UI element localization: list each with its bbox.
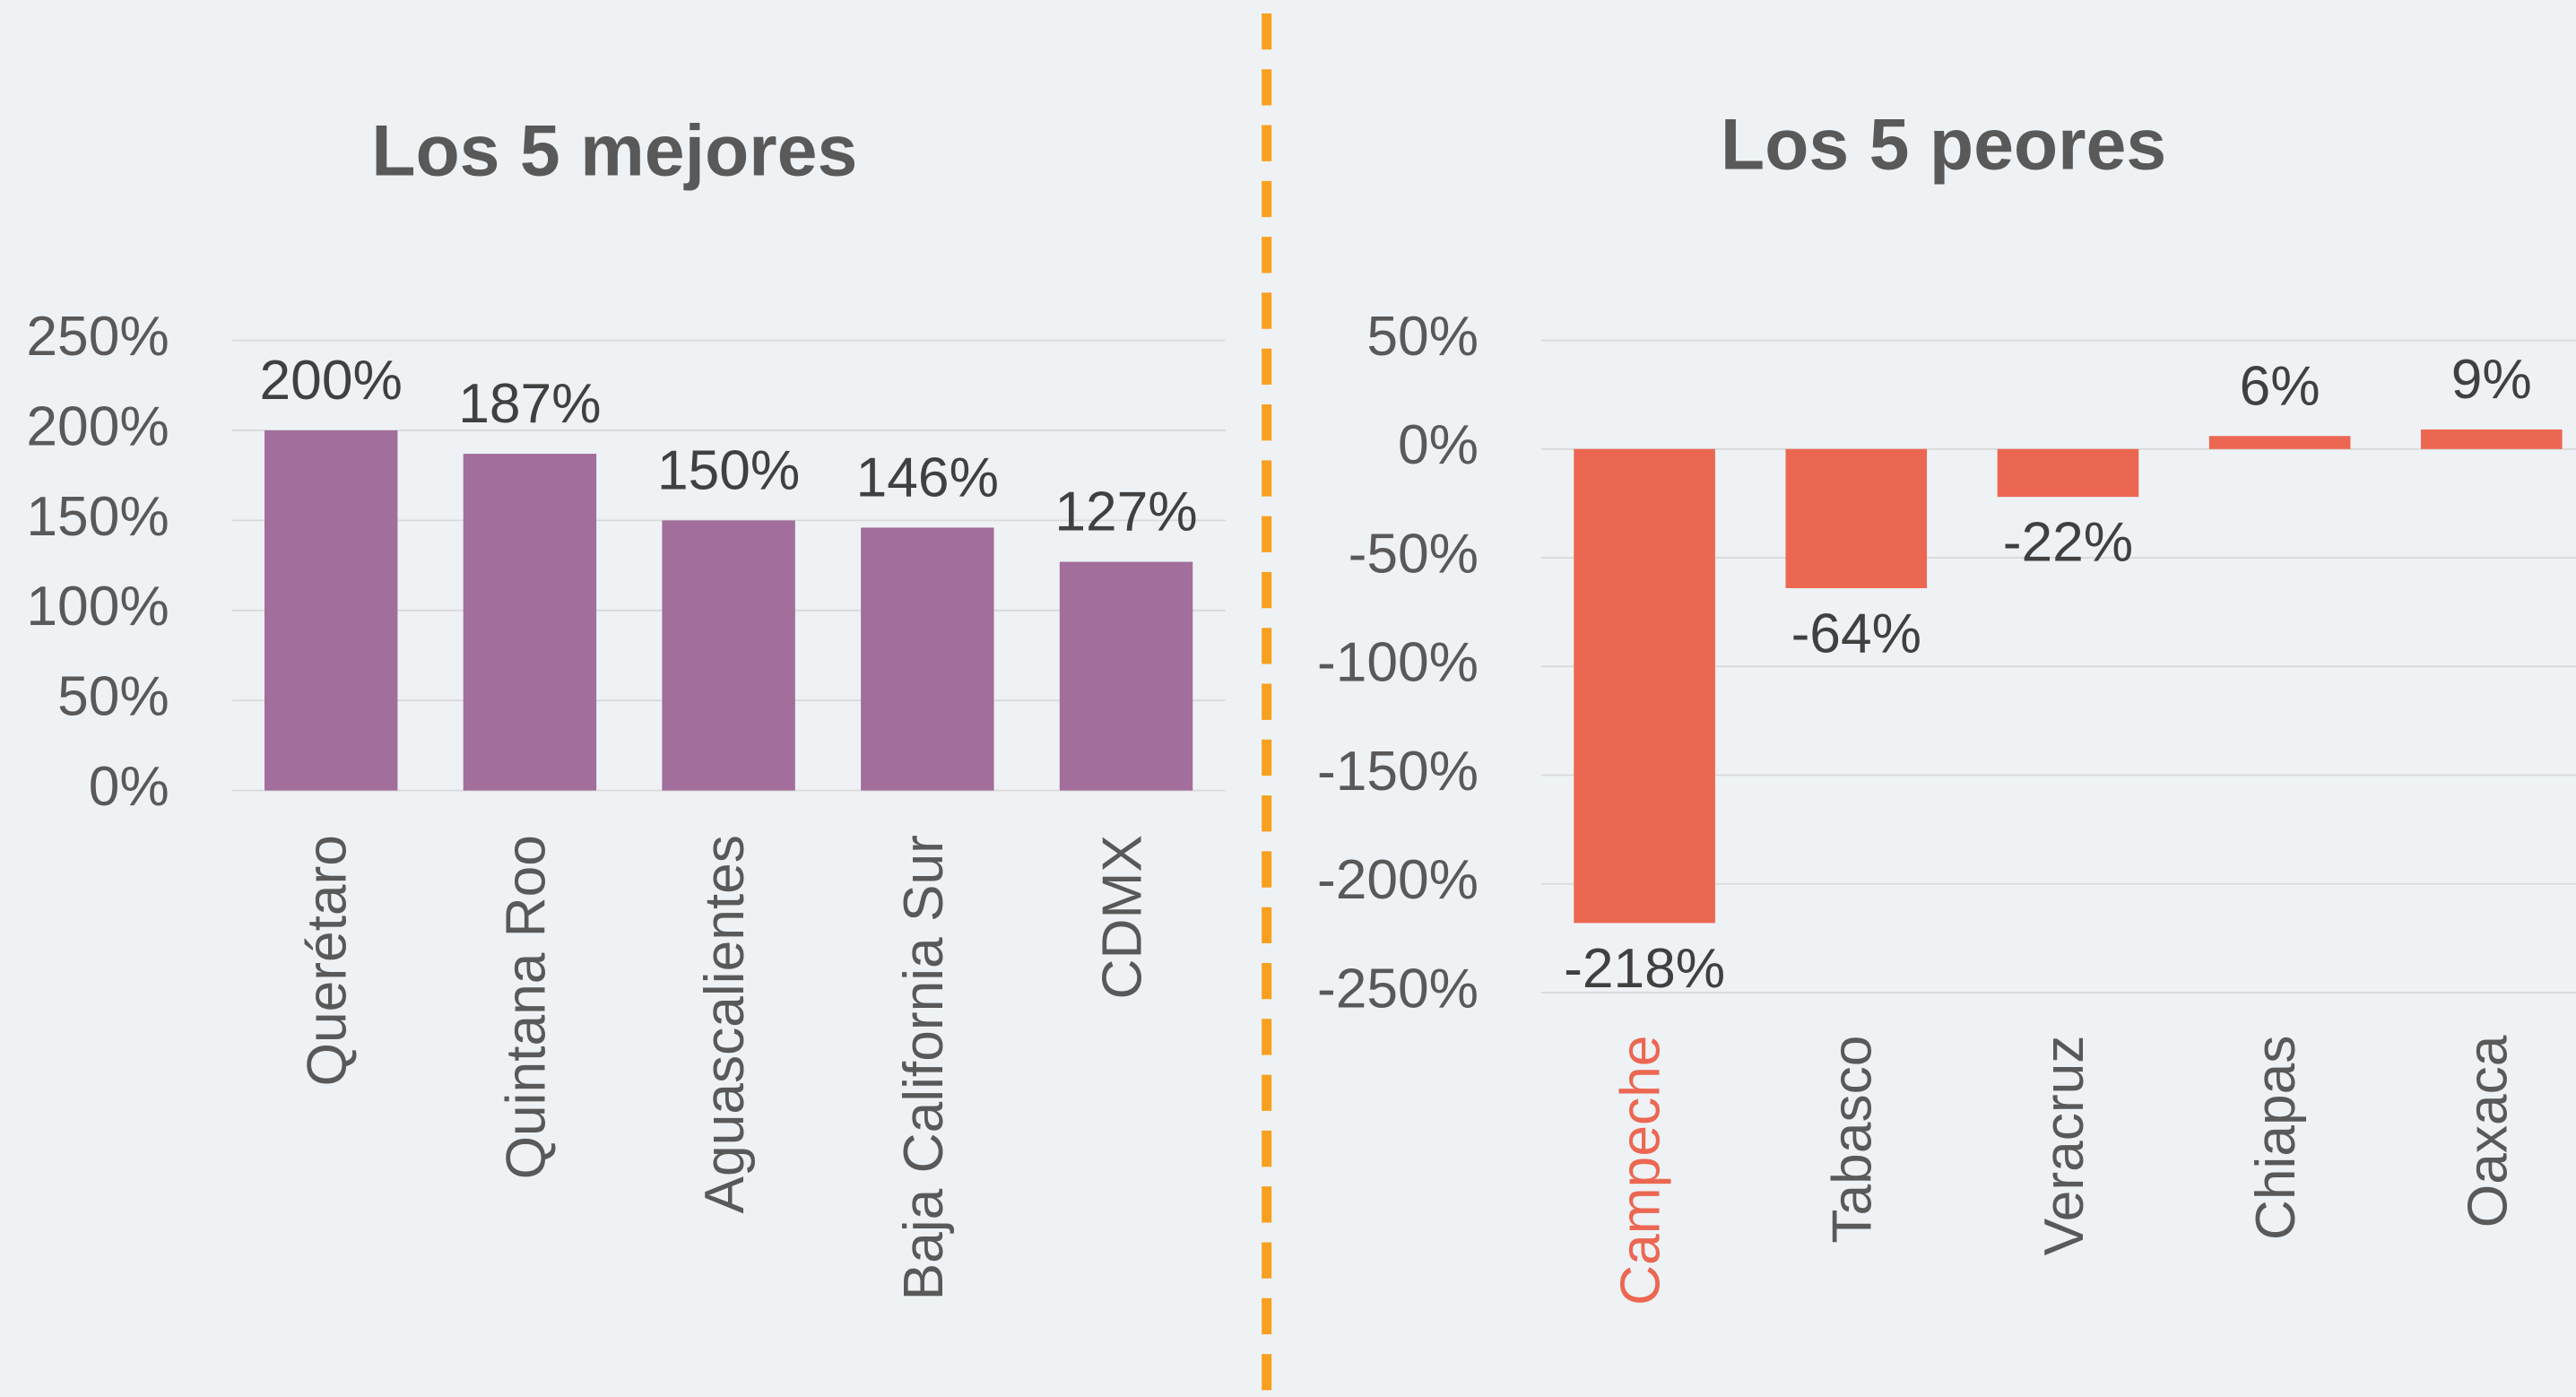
bar [1059, 561, 1193, 791]
data-label: 146% [856, 447, 999, 509]
y-tick-label: 50% [57, 666, 169, 728]
y-tick-label: 50% [1366, 306, 1479, 368]
y-tick-label: -50% [1349, 523, 1479, 585]
x-tick-label: Tabasco [1822, 1036, 1884, 1244]
x-tick-label: Baja California Sur [893, 835, 955, 1300]
bar [1785, 448, 1928, 588]
data-label: 200% [260, 350, 403, 412]
bar [463, 454, 597, 791]
y-tick-label: 250% [26, 306, 169, 368]
data-label: -218% [1564, 938, 1725, 1000]
y-tick-label: 100% [26, 576, 169, 638]
y-tick-label: -250% [1317, 958, 1479, 1020]
bar [1997, 448, 2139, 498]
data-label: 6% [2240, 355, 2320, 417]
data-label: -64% [1791, 603, 1921, 664]
x-tick-label: Oaxaca [2457, 1035, 2519, 1228]
bar [264, 430, 398, 791]
x-tick-label: CDMX [1091, 835, 1153, 999]
bar [662, 520, 795, 791]
x-tick-label: Querétaro [297, 835, 359, 1086]
x-tick-label: Veracruz [2034, 1036, 2095, 1256]
bar [2421, 429, 2563, 449]
data-label: 9% [2451, 349, 2532, 411]
data-label: 127% [1054, 482, 1197, 543]
y-tick-label: 200% [26, 395, 169, 457]
y-tick-label: -100% [1317, 632, 1479, 694]
bar [861, 527, 994, 791]
y-tick-label: 0% [1398, 414, 1479, 476]
chart-title: Los 5 peores [1721, 104, 2166, 185]
y-tick-label: 150% [26, 486, 169, 548]
data-label: 150% [657, 440, 800, 502]
data-label: 187% [458, 373, 601, 435]
data-label: -22% [2003, 512, 2133, 574]
x-tick-label: Quintana Roo [495, 835, 557, 1179]
bar [1574, 448, 1715, 924]
y-tick-label: -200% [1317, 849, 1479, 911]
chart-title: Los 5 mejores [371, 111, 857, 192]
bar [2208, 436, 2351, 449]
y-tick-label: -150% [1317, 741, 1479, 803]
x-tick-label: Aguascalientes [694, 835, 756, 1213]
y-tick-label: 0% [89, 756, 169, 818]
x-tick-label: Chiapas [2245, 1036, 2307, 1241]
x-tick-label: Campeche [1610, 1036, 1672, 1306]
